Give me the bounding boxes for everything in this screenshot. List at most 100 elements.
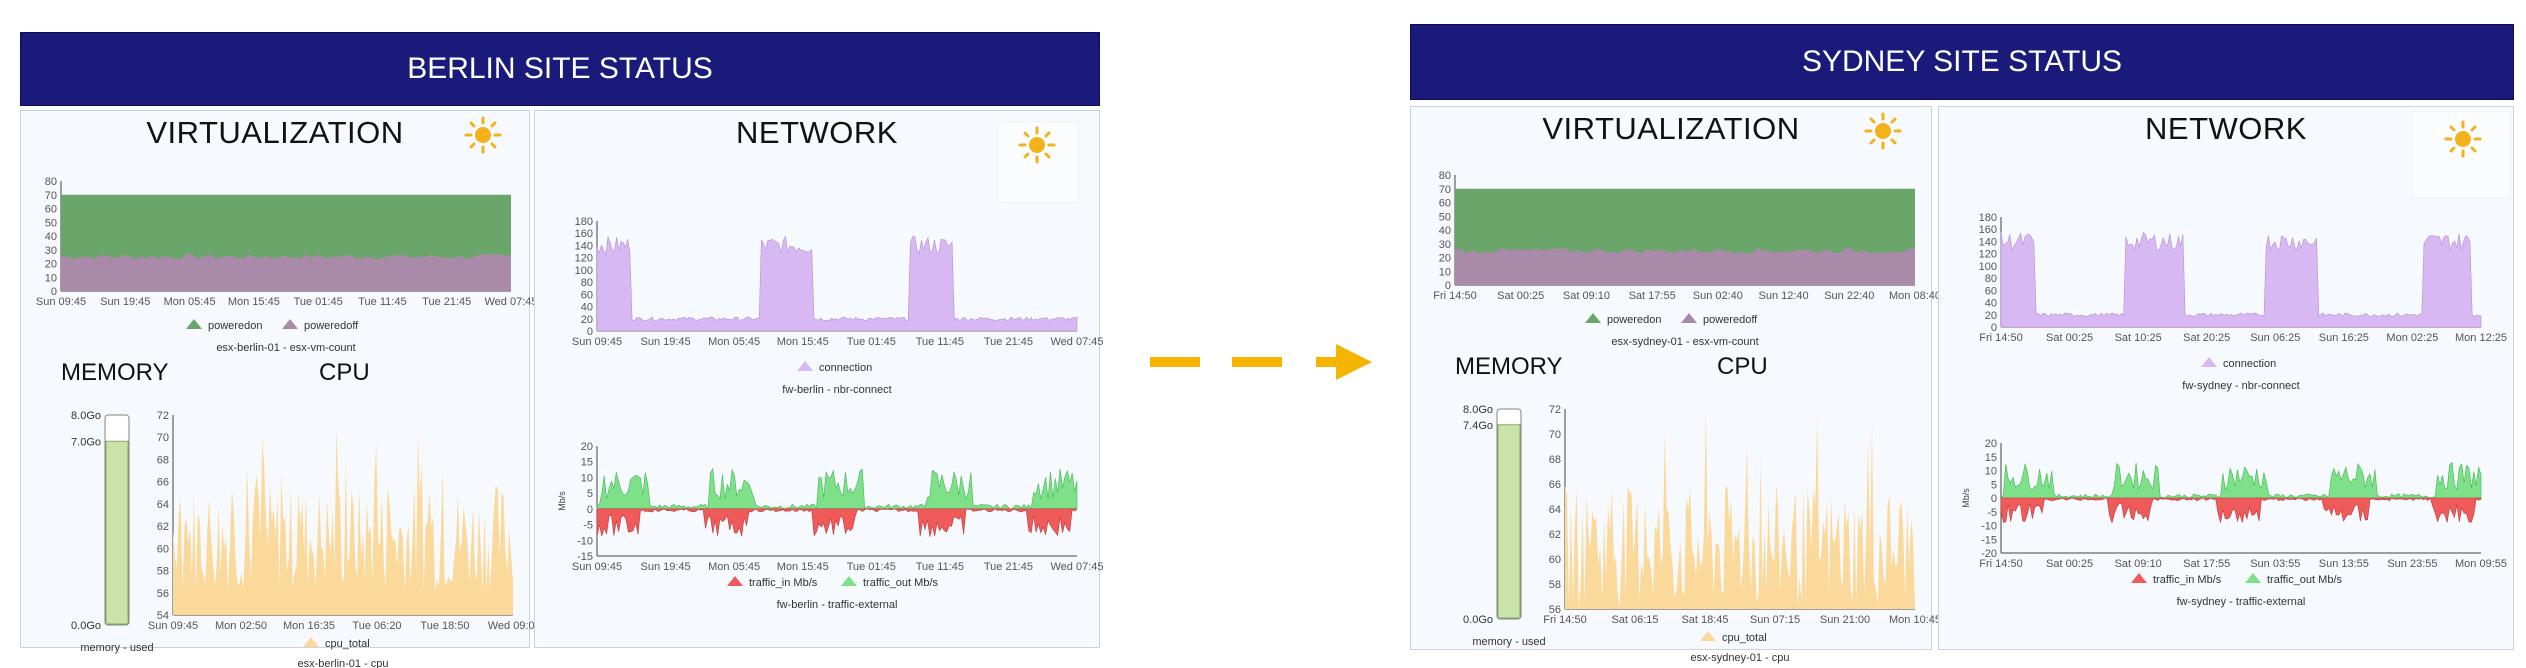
y-tick-label: 40 <box>1985 298 1997 310</box>
y-tick-label: 0 <box>1991 322 1997 334</box>
legend-label: poweredon <box>208 320 262 332</box>
y-tick-label: 0 <box>1445 280 1451 292</box>
x-tick-label: Mon 16:35 <box>283 620 335 632</box>
x-tick-label: Sun 09:45 <box>572 561 622 573</box>
memory-max-label: 8.0Go <box>1463 404 1493 416</box>
y-tick-label: 62 <box>157 521 169 533</box>
x-tick-label: Sun 03:55 <box>2250 558 2300 570</box>
y-tick-label: 0 <box>587 326 593 338</box>
x-tick-label: Sun 06:25 <box>2250 332 2300 344</box>
x-tick-label: Tue 01:45 <box>294 296 343 308</box>
y-tick-label: 56 <box>1549 604 1561 616</box>
y-tick-label: 20 <box>581 441 593 453</box>
x-tick-label: Tue 11:45 <box>358 296 406 308</box>
legend-label: connection <box>2223 358 2276 370</box>
legend-swatch <box>727 576 743 586</box>
y-tick-label: 40 <box>45 231 57 243</box>
x-tick-label: Fri 14:50 <box>1979 332 2022 344</box>
y-tick-label: 120 <box>1979 249 1997 261</box>
traffic-y-label: Mb/s <box>557 491 567 511</box>
poweredoff-area <box>61 254 511 291</box>
y-tick-label: 40 <box>581 302 593 314</box>
x-tick-label: Sat 18:45 <box>1681 614 1728 626</box>
sun-icon <box>464 116 502 154</box>
sun-icon <box>1018 126 1056 164</box>
x-tick-label: Mon 10:45 <box>1889 614 1941 626</box>
y-tick-label: 20 <box>1985 310 1997 322</box>
y-tick-label: 60 <box>1439 198 1451 210</box>
chart-caption: fw-berlin - nbr-connect <box>782 384 891 396</box>
x-tick-label: Sat 09:10 <box>1563 290 1610 302</box>
memory-title: MEMORY <box>61 359 169 386</box>
y-tick-label: 66 <box>157 477 169 489</box>
x-tick-label: Tue 18:50 <box>420 620 469 632</box>
y-tick-label: 80 <box>1985 273 1997 285</box>
y-tick-label: 20 <box>45 259 57 271</box>
y-tick-label: 20 <box>1985 438 1997 450</box>
y-tick-label: 66 <box>1549 479 1561 491</box>
x-tick-label: Sun 23:55 <box>2387 558 2437 570</box>
legend-swatch <box>841 576 857 586</box>
x-tick-label: Tue 21:45 <box>422 296 471 308</box>
memory-used-label: 7.4Go <box>1463 420 1493 432</box>
chart-caption: esx-berlin-01 - cpu <box>297 658 388 668</box>
y-tick-label: -5 <box>1987 507 1997 519</box>
berlin-site: BERLIN SITE STATUS VIRTUALIZATION 0 10 20 3… <box>20 30 1104 668</box>
legend-label: traffic_out Mb/s <box>2267 574 2342 586</box>
y-tick-label: 50 <box>1439 211 1451 223</box>
x-tick-label: Mon 08:40 <box>1889 290 1941 302</box>
memory-caption: memory - used <box>1472 636 1545 648</box>
y-tick-label: 58 <box>1549 579 1561 591</box>
traffic-out-area <box>596 467 1078 510</box>
y-tick-label: 72 <box>1549 404 1561 416</box>
y-tick-label: 50 <box>45 217 57 229</box>
y-tick-label: -10 <box>577 535 593 547</box>
x-tick-label: Mon 02:25 <box>2386 332 2438 344</box>
x-tick-label: Tue 21:45 <box>984 336 1033 348</box>
y-tick-label: 64 <box>157 499 169 511</box>
y-tick-label: 58 <box>157 566 169 578</box>
traffic-out-area <box>2000 461 2482 499</box>
legend-swatch <box>2131 573 2147 583</box>
traffic-in-area <box>596 508 1078 538</box>
y-tick-label: 60 <box>157 543 169 555</box>
memory-gauge: 8.0Go 7.0Go 0.0Go memory - used <box>71 410 154 654</box>
x-tick-label: Wed 07:45 <box>484 296 537 308</box>
y-tick-label: 56 <box>157 588 169 600</box>
x-tick-label: Sun 21:00 <box>1820 614 1870 626</box>
traffic-y-label: Mb/s <box>1961 488 1971 508</box>
y-tick-label: 54 <box>157 610 169 622</box>
virtualization-title: VIRTUALIZATION <box>1542 111 1800 146</box>
y-tick-label: 60 <box>1549 554 1561 566</box>
memory-max-label: 8.0Go <box>71 410 101 422</box>
x-tick-label: Sun 09:45 <box>572 336 622 348</box>
legend-swatch <box>1681 313 1697 323</box>
x-tick-label: Sun 19:45 <box>100 296 150 308</box>
chart-caption: fw-sydney - nbr-connect <box>2182 380 2299 392</box>
y-tick-label: 120 <box>575 253 593 265</box>
memory-used-label: 7.0Go <box>71 436 101 448</box>
x-tick-label: Sun 02:40 <box>1693 290 1743 302</box>
y-tick-label: 140 <box>575 240 593 252</box>
x-tick-label: Sat 17:55 <box>1629 290 1676 302</box>
x-tick-label: Mon 05:45 <box>708 561 760 573</box>
chart-caption: esx-sydney-01 - esx-vm-count <box>1611 336 1758 348</box>
legend-swatch <box>1585 313 1601 323</box>
y-tick-label: 140 <box>1979 236 1997 248</box>
cpu-chart: 54 56 58 60 62 64 66 68 70 72 Sun 09:45 Mon 02:50 Mo… <box>148 410 539 668</box>
legend-swatch <box>1700 631 1716 641</box>
cpu-title: CPU <box>1717 353 1768 380</box>
y-tick-label: 70 <box>1549 429 1561 441</box>
x-tick-label: Sat 00:25 <box>2046 558 2093 570</box>
x-tick-label: Sun 22:40 <box>1824 290 1874 302</box>
memory-caption: memory - used <box>80 642 153 654</box>
x-tick-label: Sat 06:15 <box>1611 614 1658 626</box>
x-tick-label: Mon 02:50 <box>215 620 267 632</box>
x-tick-label: Mon 05:45 <box>164 296 216 308</box>
x-tick-label: Sat 09:10 <box>2115 558 2162 570</box>
legend-label: poweredoff <box>1703 314 1758 326</box>
y-tick-label: 10 <box>45 272 57 284</box>
x-tick-label: Tue 06:20 <box>352 620 401 632</box>
